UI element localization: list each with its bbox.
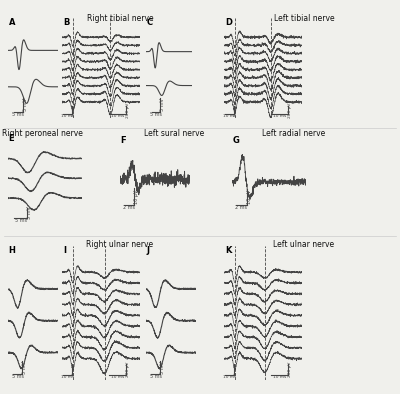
Text: F: F (121, 136, 126, 145)
Text: A: A (8, 18, 15, 27)
Text: B: B (63, 18, 69, 27)
Text: 200 μV: 200 μV (126, 362, 130, 377)
Text: H: H (8, 246, 15, 255)
Text: I: I (63, 246, 66, 255)
Text: J: J (146, 246, 150, 255)
Text: 10 ms: 10 ms (61, 375, 74, 379)
Text: Right ulnar nerve: Right ulnar nerve (86, 240, 154, 249)
Text: 10 μV: 10 μV (247, 190, 252, 204)
Text: Right peroneal nerve: Right peroneal nerve (2, 129, 82, 138)
Text: 2 ms: 2 ms (235, 204, 247, 210)
Text: Left ulnar nerve: Left ulnar nerve (274, 240, 334, 249)
Text: Left radial nerve: Left radial nerve (262, 129, 326, 138)
Text: 200 μV: 200 μV (288, 102, 292, 118)
Text: 5 ms: 5 ms (12, 112, 24, 117)
Text: 5 mV: 5 mV (72, 104, 76, 116)
Text: Right tibial nerve: Right tibial nerve (87, 14, 153, 23)
Text: 10 ms: 10 ms (111, 114, 124, 118)
Text: 5 mV: 5 mV (72, 364, 76, 375)
Text: 5 mV: 5 mV (160, 98, 165, 112)
Text: 10 ms: 10 ms (111, 375, 124, 379)
Text: 5 ms: 5 ms (150, 374, 162, 379)
Text: Left tibial nerve: Left tibial nerve (274, 14, 334, 23)
Text: 5 mV: 5 mV (160, 361, 165, 374)
Text: 5 mV: 5 mV (234, 364, 238, 375)
Text: 10 ms: 10 ms (273, 114, 286, 118)
Text: 200 μV: 200 μV (288, 362, 292, 377)
Text: 10 μV: 10 μV (134, 189, 139, 204)
Text: 5 ms: 5 ms (150, 112, 162, 117)
Text: 5 mV: 5 mV (22, 361, 27, 374)
Text: 5 mV: 5 mV (27, 206, 32, 219)
Text: 200 μV: 200 μV (126, 102, 130, 118)
Text: 5 mV: 5 mV (23, 98, 28, 112)
Text: 2 ms: 2 ms (123, 205, 135, 210)
Text: 10 ms: 10 ms (223, 375, 236, 379)
Text: 10 ms: 10 ms (61, 114, 74, 118)
Text: G: G (233, 136, 240, 145)
Text: 5 ms: 5 ms (14, 218, 26, 223)
Text: 10 ms: 10 ms (273, 375, 286, 379)
Text: 5 ms: 5 ms (12, 374, 24, 379)
Text: C: C (146, 18, 152, 27)
Text: E: E (9, 134, 14, 143)
Text: 10 ms: 10 ms (223, 114, 236, 118)
Text: K: K (225, 246, 231, 255)
Text: 5 mV: 5 mV (234, 104, 238, 116)
Text: D: D (225, 18, 232, 27)
Text: Left sural nerve: Left sural nerve (144, 129, 204, 138)
